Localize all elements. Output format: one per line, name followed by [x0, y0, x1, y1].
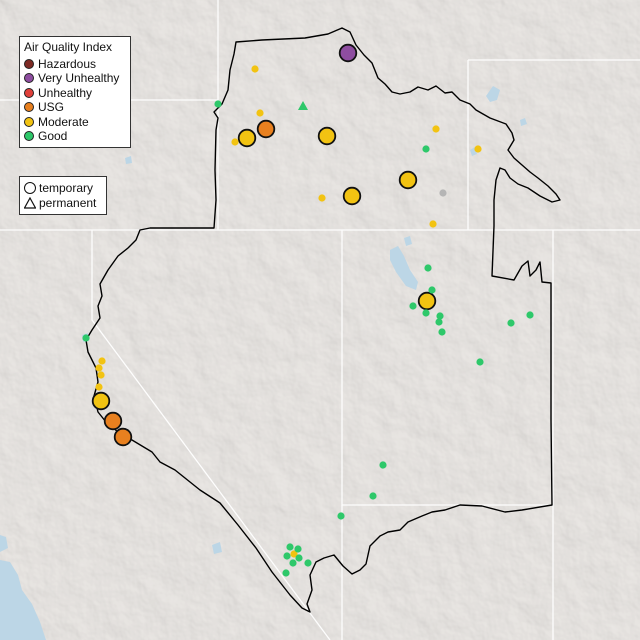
- temporary-monitor-moderate[interactable]: [417, 291, 437, 311]
- monitor-good[interactable]: [289, 559, 297, 567]
- monitor-good[interactable]: [438, 328, 446, 336]
- monitor-good[interactable]: [286, 543, 294, 551]
- temporary-monitor-moderate[interactable]: [342, 186, 362, 206]
- unhealthy-swatch-icon: [24, 87, 34, 98]
- monitor-moderate[interactable]: [290, 550, 298, 558]
- monitor-moderate[interactable]: [95, 364, 103, 372]
- monitor-good[interactable]: [379, 461, 387, 469]
- legend-item-usg: USG: [20, 100, 130, 115]
- monitor-moderate[interactable]: [318, 194, 326, 202]
- legend-item-permanent: permanent: [20, 196, 106, 211]
- monitor-moderate[interactable]: [251, 65, 259, 73]
- monitor-moderate[interactable]: [432, 125, 440, 133]
- legend-item-good: Good: [20, 129, 130, 144]
- monitor-good[interactable]: [507, 319, 515, 327]
- monitor-good[interactable]: [428, 286, 436, 294]
- temporary-monitor-moderate[interactable]: [317, 126, 337, 146]
- monitor-moderate[interactable]: [474, 145, 482, 153]
- monitor-good[interactable]: [304, 559, 312, 567]
- legend-item-unhealthy: Unhealthy: [20, 86, 130, 101]
- monitor-good[interactable]: [294, 545, 302, 553]
- monitor-type-legend: temporary permanent: [19, 176, 107, 215]
- usg-swatch-icon: [24, 102, 34, 113]
- monitor-good[interactable]: [369, 492, 377, 500]
- legend-item-very-unhealthy: Very Unhealthy: [20, 71, 130, 86]
- aqi-legend: Air Quality Index Hazardous Very Unhealt…: [19, 36, 131, 148]
- moderate-swatch-icon: [24, 116, 34, 127]
- monitor-good[interactable]: [337, 512, 345, 520]
- temporary-monitor-very-unhealthy[interactable]: [338, 43, 358, 63]
- monitor-good[interactable]: [283, 552, 291, 560]
- monitor-good[interactable]: [282, 569, 290, 577]
- monitor-good[interactable]: [424, 264, 432, 272]
- hazardous-swatch-icon: [24, 58, 34, 69]
- monitor-good[interactable]: [422, 145, 430, 153]
- monitor-no-data[interactable]: [439, 189, 447, 197]
- monitor-good[interactable]: [526, 311, 534, 319]
- permanent-monitor-good[interactable]: [298, 101, 308, 110]
- triangle-icon: [23, 196, 37, 209]
- legend-item-hazardous: Hazardous: [20, 57, 130, 72]
- monitor-good[interactable]: [82, 334, 90, 342]
- temporary-monitor-moderate[interactable]: [398, 170, 418, 190]
- legend-item-temporary: temporary: [20, 181, 106, 196]
- legend-item-moderate: Moderate: [20, 115, 130, 130]
- good-swatch-icon: [24, 131, 34, 142]
- monitor-moderate[interactable]: [231, 138, 239, 146]
- monitor-good[interactable]: [409, 302, 417, 310]
- region-outline: [85, 27, 561, 613]
- very-unhealthy-swatch-icon: [24, 73, 34, 84]
- temporary-monitor-usg[interactable]: [113, 427, 133, 447]
- monitor-moderate[interactable]: [98, 357, 106, 365]
- legend-title: Air Quality Index: [24, 40, 113, 54]
- temporary-monitor-moderate[interactable]: [91, 391, 111, 411]
- monitor-moderate[interactable]: [256, 109, 264, 117]
- monitor-moderate[interactable]: [97, 371, 105, 379]
- monitor-good[interactable]: [422, 309, 430, 317]
- temporary-monitor-moderate[interactable]: [237, 128, 257, 148]
- monitor-good[interactable]: [295, 554, 303, 562]
- monitor-moderate[interactable]: [95, 383, 103, 391]
- monitor-good[interactable]: [435, 318, 443, 326]
- monitor-markers: [82, 43, 534, 577]
- monitor-good[interactable]: [436, 312, 444, 320]
- temporary-monitor-usg[interactable]: [256, 119, 276, 139]
- monitor-good[interactable]: [476, 358, 484, 366]
- temporary-monitor-usg[interactable]: [103, 411, 123, 431]
- monitor-good[interactable]: [214, 100, 222, 108]
- monitor-moderate[interactable]: [429, 220, 437, 228]
- circle-icon: [24, 182, 36, 195]
